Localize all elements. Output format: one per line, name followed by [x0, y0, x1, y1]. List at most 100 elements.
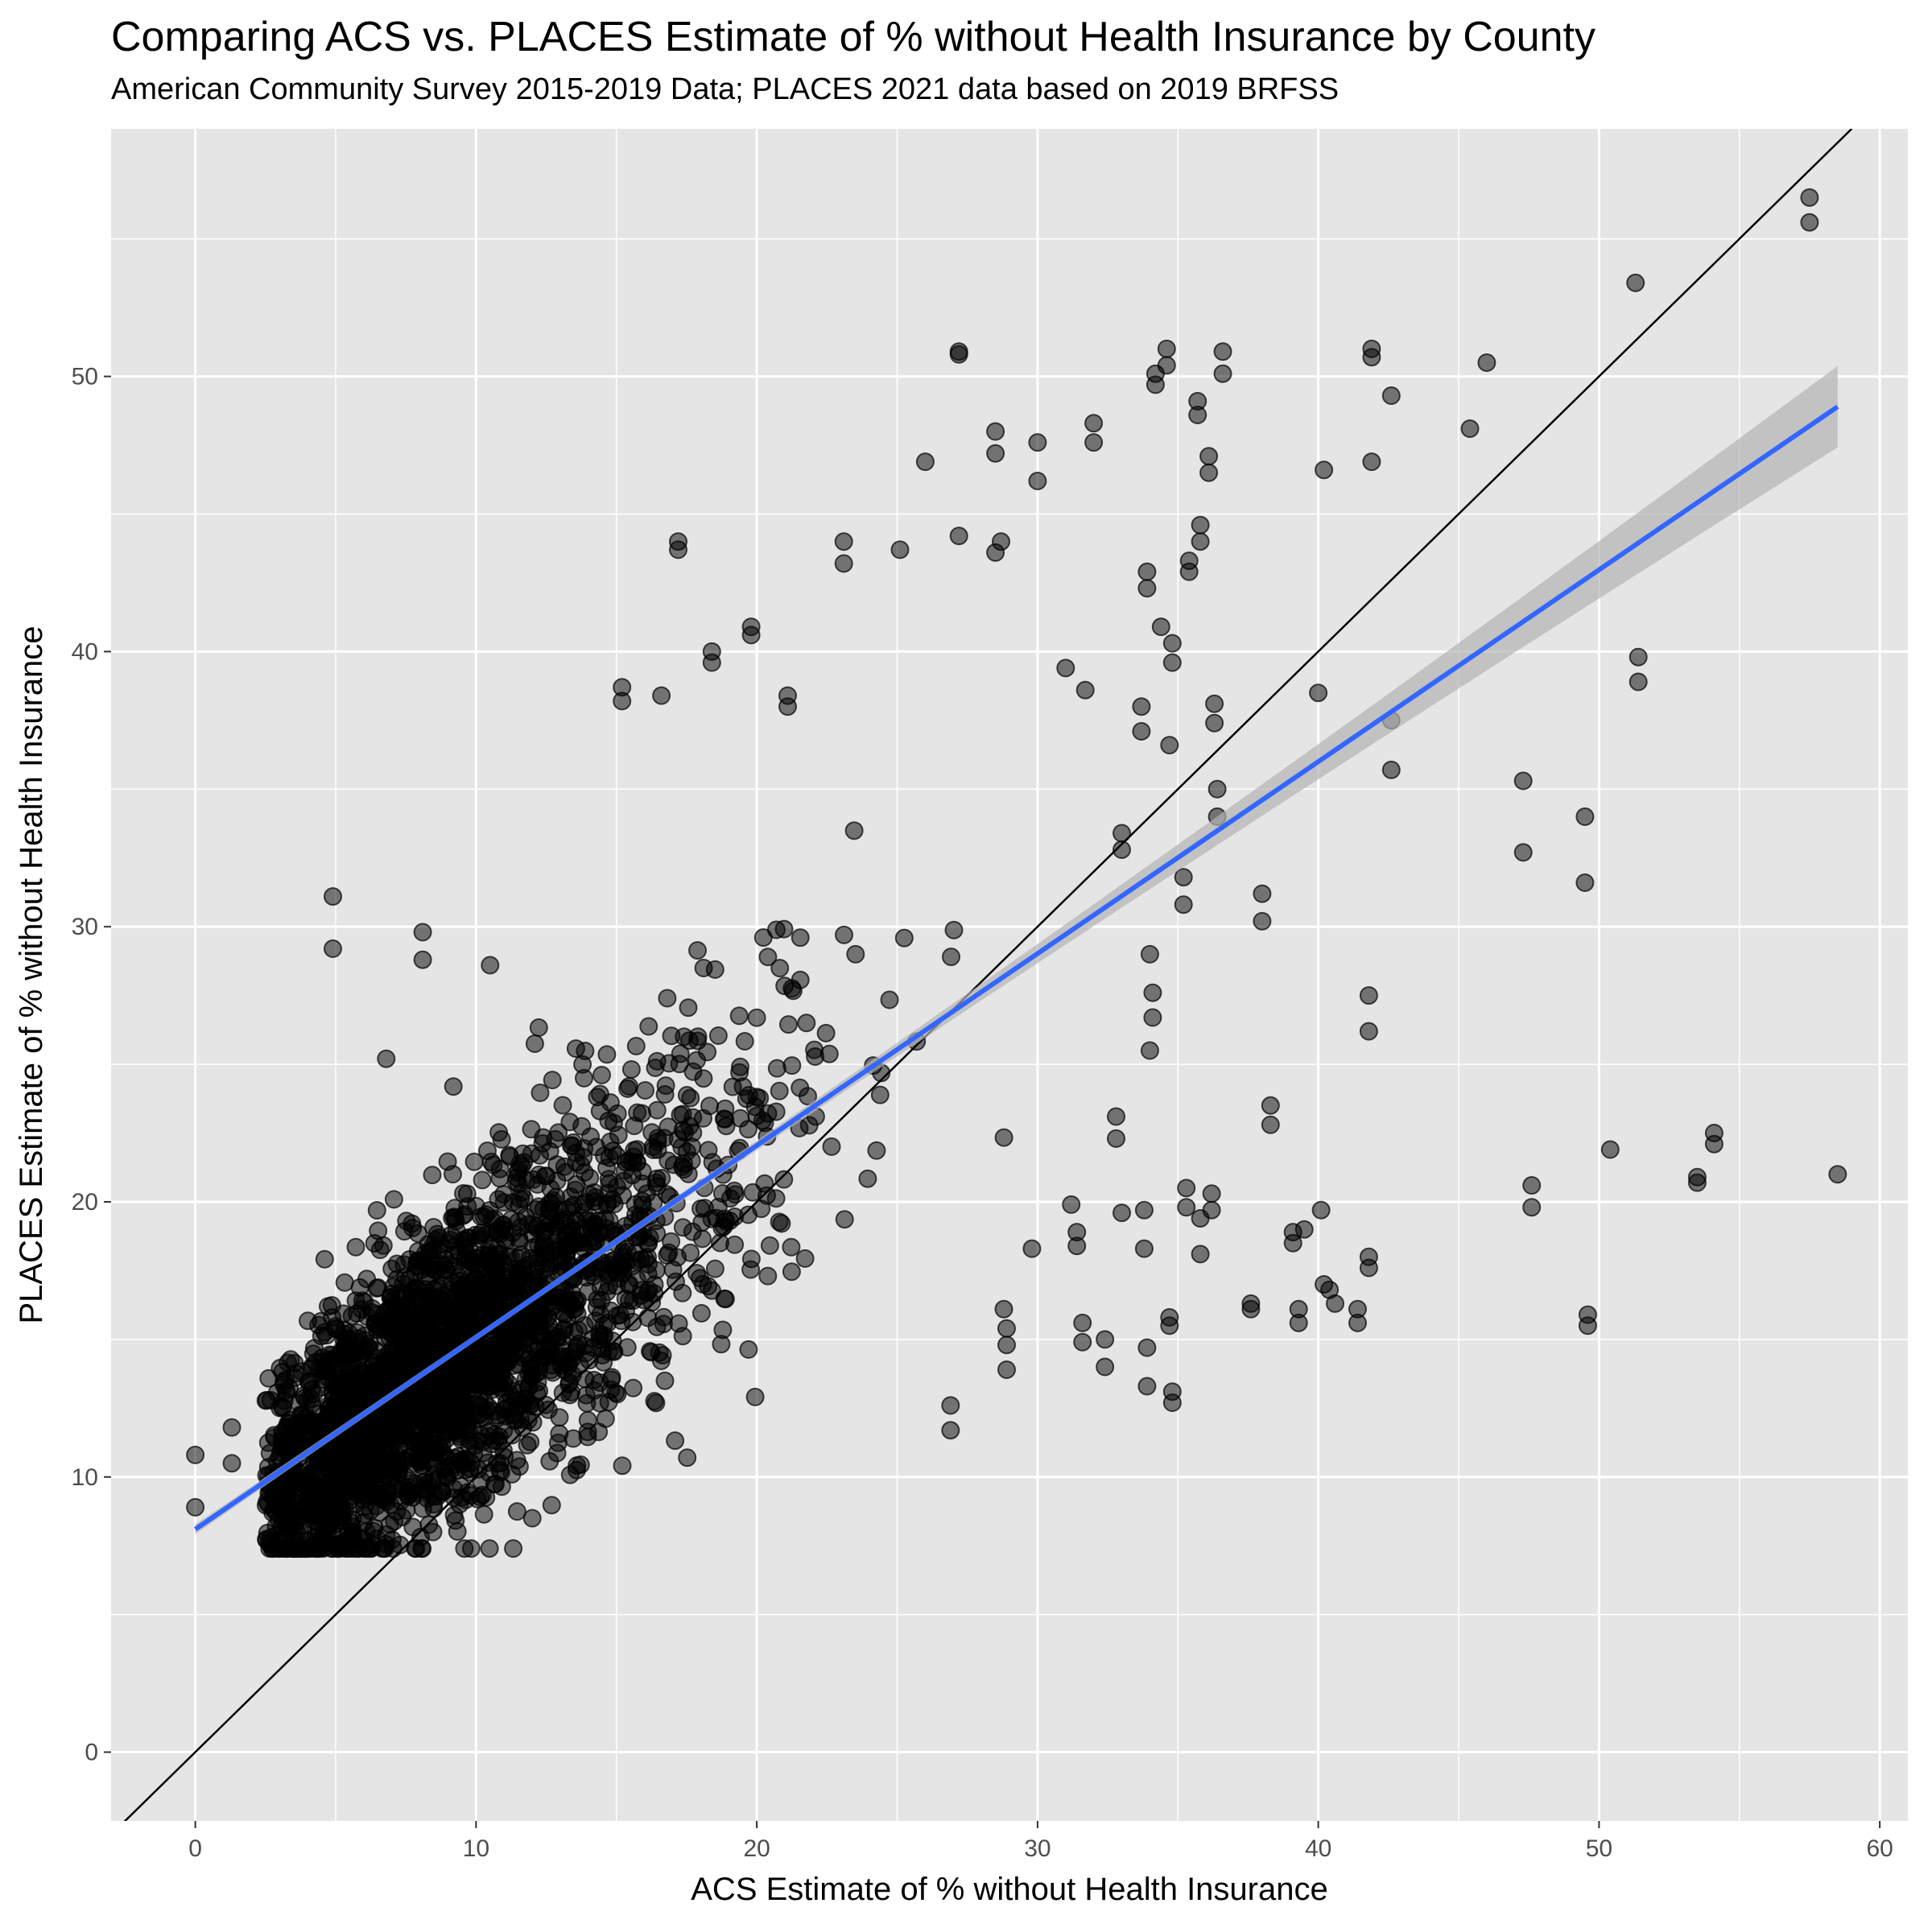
data-point: [1084, 433, 1104, 452]
y-axis: 0 10 20 30 40 50: [72, 364, 111, 1766]
data-point: [1241, 1299, 1261, 1319]
data-point: [510, 1327, 530, 1347]
data-point: [658, 989, 677, 1008]
data-point: [431, 1307, 450, 1327]
data-point: [536, 1395, 555, 1414]
data-point: [782, 1262, 801, 1282]
data-point: [1022, 1239, 1042, 1258]
data-point: [942, 947, 960, 967]
data-point: [997, 1335, 1016, 1355]
data-point: [564, 1429, 583, 1448]
data-point: [1062, 1195, 1081, 1214]
data-point: [554, 1321, 573, 1340]
data-point: [501, 1247, 520, 1266]
data-point: [256, 1496, 275, 1515]
data-point: [986, 444, 1005, 463]
data-point: [643, 1137, 663, 1157]
data-point: [480, 1539, 499, 1558]
data-point: [782, 979, 802, 998]
data-point: [453, 1378, 473, 1397]
data-point: [1362, 348, 1381, 367]
data-point: [324, 939, 342, 958]
data-point: [1326, 1294, 1344, 1313]
data-point: [1073, 1332, 1092, 1352]
data-point: [474, 1505, 493, 1524]
data-point: [1132, 722, 1151, 741]
data-point: [452, 1280, 471, 1299]
data-point: [1191, 515, 1210, 535]
data-point: [1629, 647, 1648, 667]
chart-title: Comparing ACS vs. PLACES Estimate of % w…: [111, 14, 1596, 60]
data-point: [729, 1006, 749, 1026]
data-point: [341, 1460, 360, 1480]
data-point: [603, 1190, 622, 1209]
data-point: [550, 1408, 569, 1427]
data-point: [608, 1385, 627, 1404]
data-point: [795, 1249, 815, 1268]
x-tick-label: 0: [188, 1835, 202, 1862]
data-point: [1177, 1198, 1196, 1217]
data-point: [572, 1117, 592, 1136]
data-point: [504, 1193, 522, 1212]
data-point: [1359, 986, 1378, 1005]
data-point: [397, 1212, 416, 1231]
data-point: [1261, 1096, 1280, 1115]
data-point: [440, 1255, 459, 1274]
data-point: [647, 1169, 667, 1188]
data-point: [655, 1371, 675, 1390]
data-point: [302, 1494, 321, 1513]
data-point: [678, 1448, 697, 1468]
data-point: [870, 1085, 890, 1104]
data-point: [679, 998, 698, 1018]
data-point: [1205, 694, 1224, 713]
data-point: [647, 1051, 667, 1071]
data-point: [1056, 658, 1075, 678]
data-point: [413, 950, 432, 969]
data-point: [816, 1023, 836, 1042]
data-point: [1381, 386, 1401, 405]
data-point: [1460, 419, 1480, 438]
data-point: [731, 1057, 749, 1076]
data-point: [590, 1101, 609, 1121]
data-point: [997, 1319, 1016, 1338]
data-point: [691, 1303, 711, 1323]
data-point: [835, 1210, 854, 1229]
data-point: [594, 1316, 613, 1335]
data-point: [997, 1360, 1016, 1379]
data-point: [277, 1484, 296, 1504]
data-point: [439, 1327, 458, 1347]
data-point: [653, 1346, 672, 1364]
data-point: [576, 1385, 596, 1405]
data-point: [336, 1334, 355, 1353]
data-point: [423, 1166, 442, 1185]
data-point: [312, 1378, 331, 1397]
data-point: [547, 1187, 566, 1207]
data-point: [1151, 617, 1170, 637]
data-point: [571, 1455, 590, 1474]
data-point: [1191, 532, 1210, 551]
data-point: [915, 452, 935, 472]
data-point: [424, 1218, 444, 1236]
data-point: [602, 1368, 621, 1387]
data-point: [1134, 1239, 1154, 1258]
data-point: [680, 1117, 700, 1136]
data-point: [639, 1017, 658, 1036]
data-point: [534, 1128, 553, 1147]
data-point: [415, 1472, 434, 1492]
data-point: [350, 1278, 369, 1297]
data-point: [362, 1298, 382, 1318]
data-point: [986, 422, 1005, 441]
data-point: [398, 1311, 418, 1330]
data-point: [633, 1104, 651, 1123]
data-point: [315, 1249, 334, 1269]
data-point: [723, 1077, 742, 1096]
data-point: [608, 1306, 627, 1325]
y-tick-label: 50: [72, 364, 98, 390]
data-point: [332, 1538, 351, 1556]
data-point: [399, 1485, 419, 1505]
data-point: [758, 1104, 778, 1123]
data-point: [716, 1290, 735, 1309]
data-point: [516, 1390, 535, 1409]
data-point: [858, 1169, 877, 1188]
data-point: [1179, 562, 1199, 581]
